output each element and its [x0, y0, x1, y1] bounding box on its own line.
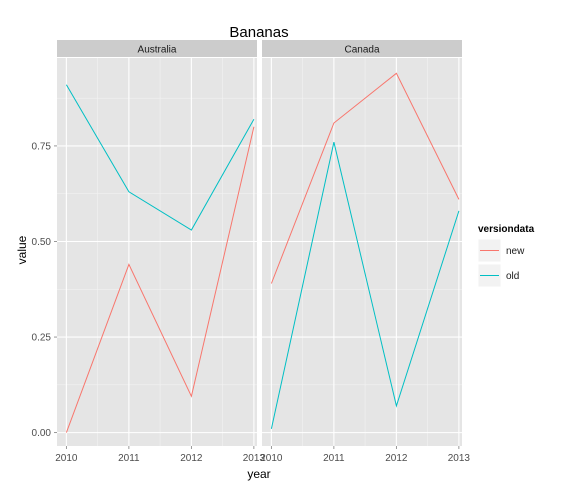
- facet-panel-canada: Canada 2010 2011 2012 2013: [260, 40, 470, 464]
- series-line-old: [65, 84, 255, 231]
- legend-label: new: [506, 246, 525, 257]
- chart-title: Bananas: [229, 24, 288, 41]
- legend: versiondata new old: [477, 224, 535, 288]
- facet-strip-label: Canada: [344, 45, 379, 56]
- panel-background: [57, 58, 257, 446]
- x-tick-label: 2012: [180, 453, 203, 464]
- x-tick-label: 2011: [323, 453, 345, 464]
- facet-panels: Australia 2010 2011 2012 2013 0.00 0.25 0.50 0.7…: [32, 40, 470, 464]
- y-tick-label: 0.25: [32, 333, 52, 344]
- legend-item-new: new: [477, 238, 525, 263]
- y-tick-label: 0.00: [32, 428, 52, 439]
- x-axis-title: year: [247, 467, 270, 481]
- series-line-new: [65, 126, 255, 433]
- series-line-new: [270, 72, 460, 284]
- facet-strip: [262, 40, 462, 57]
- y-tick-label: 0.75: [32, 141, 52, 152]
- y-tick-label: 0.50: [32, 237, 52, 248]
- x-tick-label: 2010: [55, 453, 78, 464]
- x-tick-label: 2013: [243, 453, 266, 464]
- facet-strip: [57, 40, 257, 57]
- facet-panel-australia: Australia 2010 2011 2012 2013 0.00 0.25 0.50 0.7…: [32, 40, 266, 464]
- x-tick-label: 2010: [260, 453, 283, 464]
- x-tick-label: 2011: [118, 453, 140, 464]
- panel-background: [262, 58, 462, 446]
- facet-strip-label: Australia: [138, 45, 177, 56]
- x-tick-label: 2013: [448, 453, 471, 464]
- series-line-old: [270, 141, 460, 429]
- legend-title: versiondata: [478, 224, 535, 235]
- x-tick-label: 2012: [385, 453, 408, 464]
- legend-item-old: old: [477, 263, 519, 288]
- y-axis-title: value: [15, 235, 29, 264]
- legend-label: old: [506, 271, 519, 282]
